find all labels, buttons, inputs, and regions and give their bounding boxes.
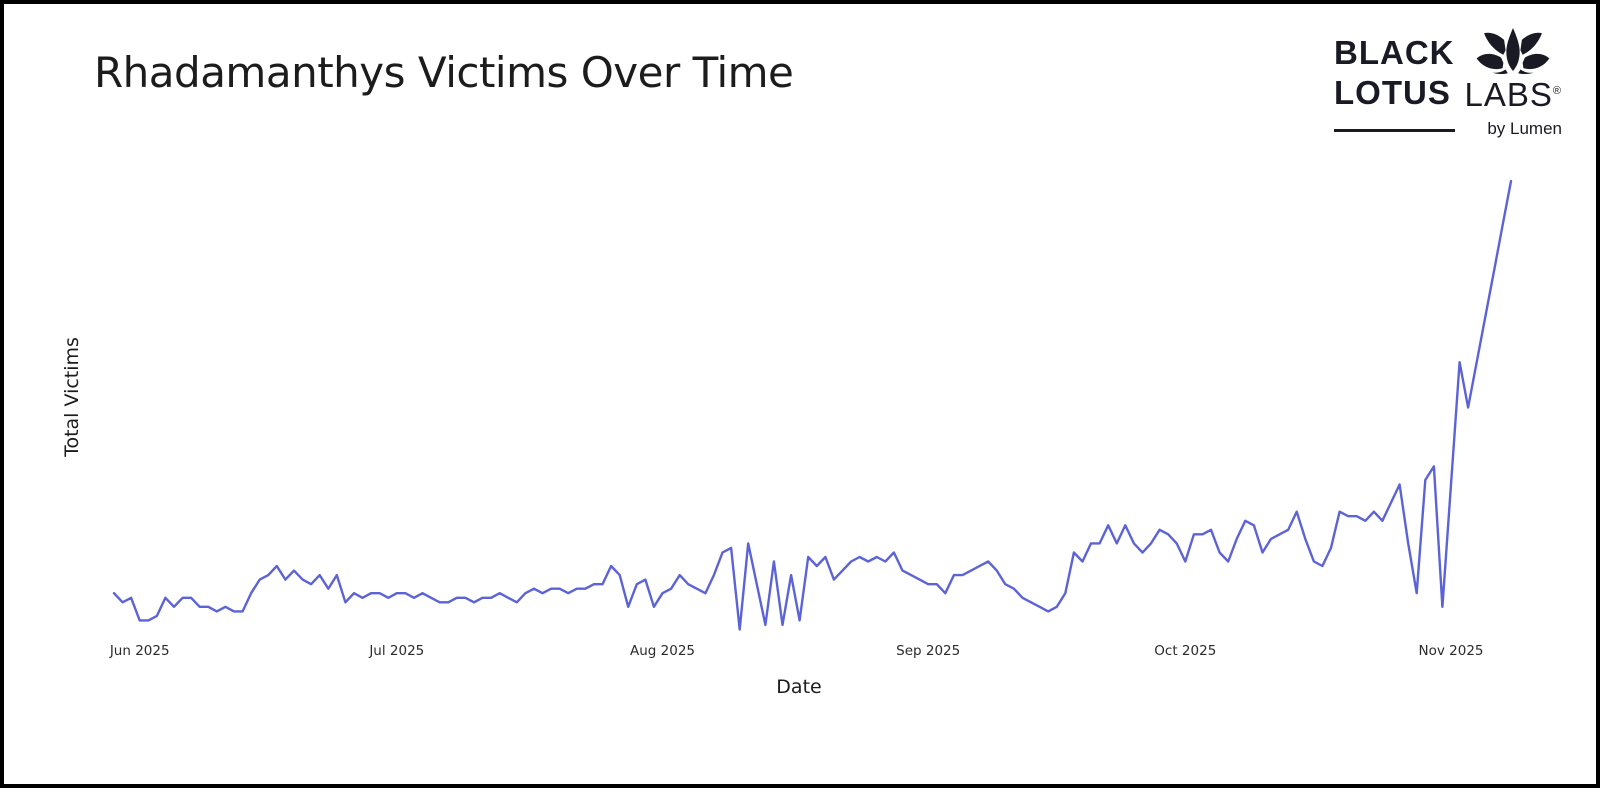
lotus-icon-cell	[1465, 28, 1563, 74]
x-tick-label: Jun 2025	[109, 643, 170, 659]
black-lotus-labs-logo: BLACK LOTUS LABS® by Lumen	[1334, 28, 1563, 139]
logo-word-lotus: LOTUS	[1334, 74, 1451, 111]
chart-canvas: Rhadamanthys Victims Over Time BLACK LOT…	[4, 4, 1596, 784]
logo-word-labs: LABS®	[1464, 76, 1562, 113]
x-tick-label: Sep 2025	[896, 643, 961, 659]
x-tick-label: Aug 2025	[629, 643, 696, 659]
registered-trademark-symbol: ®	[1552, 85, 1562, 97]
logo-word-black: BLACK	[1334, 34, 1455, 71]
lotus-icon	[1476, 28, 1550, 74]
victims-line-chart	[112, 179, 1513, 631]
x-tick-label: Jul 2025	[369, 643, 425, 659]
total-victims-line	[112, 179, 1513, 631]
logo-byline: by Lumen	[1487, 119, 1562, 138]
x-tick-label: Oct 2025	[1154, 643, 1217, 659]
chart-title: Rhadamanthys Victims Over Time	[94, 48, 794, 97]
logo-underline	[1334, 128, 1455, 132]
x-axis-label: Date	[776, 676, 822, 698]
x-tick-label: Nov 2025	[1418, 643, 1484, 659]
